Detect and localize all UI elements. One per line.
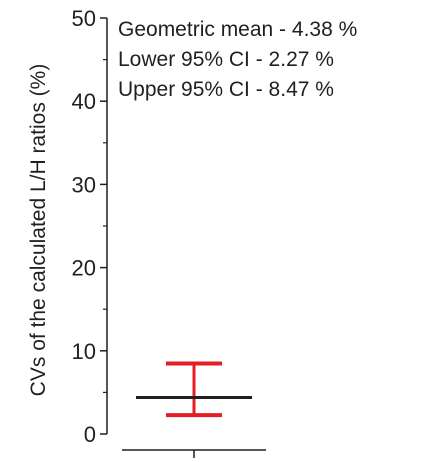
error-bar-group [136, 361, 252, 418]
annotation-lower-ci: Lower 95% CI - 2.27 % [118, 48, 334, 71]
y-axis-label: CVs of the calculated L/H ratios (%) [27, 64, 50, 397]
annotations: Geometric mean - 4.38 % Lower 95% CI - 2.… [118, 18, 357, 101]
y-tick-label: 40 [72, 89, 96, 114]
y-tick-label: 10 [72, 339, 96, 364]
y-tick-label: 0 [84, 422, 96, 447]
y-tick-label: 50 [72, 6, 96, 31]
annotation-geometric-mean: Geometric mean - 4.38 % [118, 18, 357, 41]
x-axis [122, 449, 266, 458]
y-tick-label: 20 [72, 256, 96, 281]
y-tick-label: 30 [72, 172, 96, 197]
annotation-upper-ci: Upper 95% CI - 8.47 % [118, 78, 334, 101]
y-axis: 0 10 20 30 40 50 CVs of the calculated L/H rat… [27, 6, 108, 447]
